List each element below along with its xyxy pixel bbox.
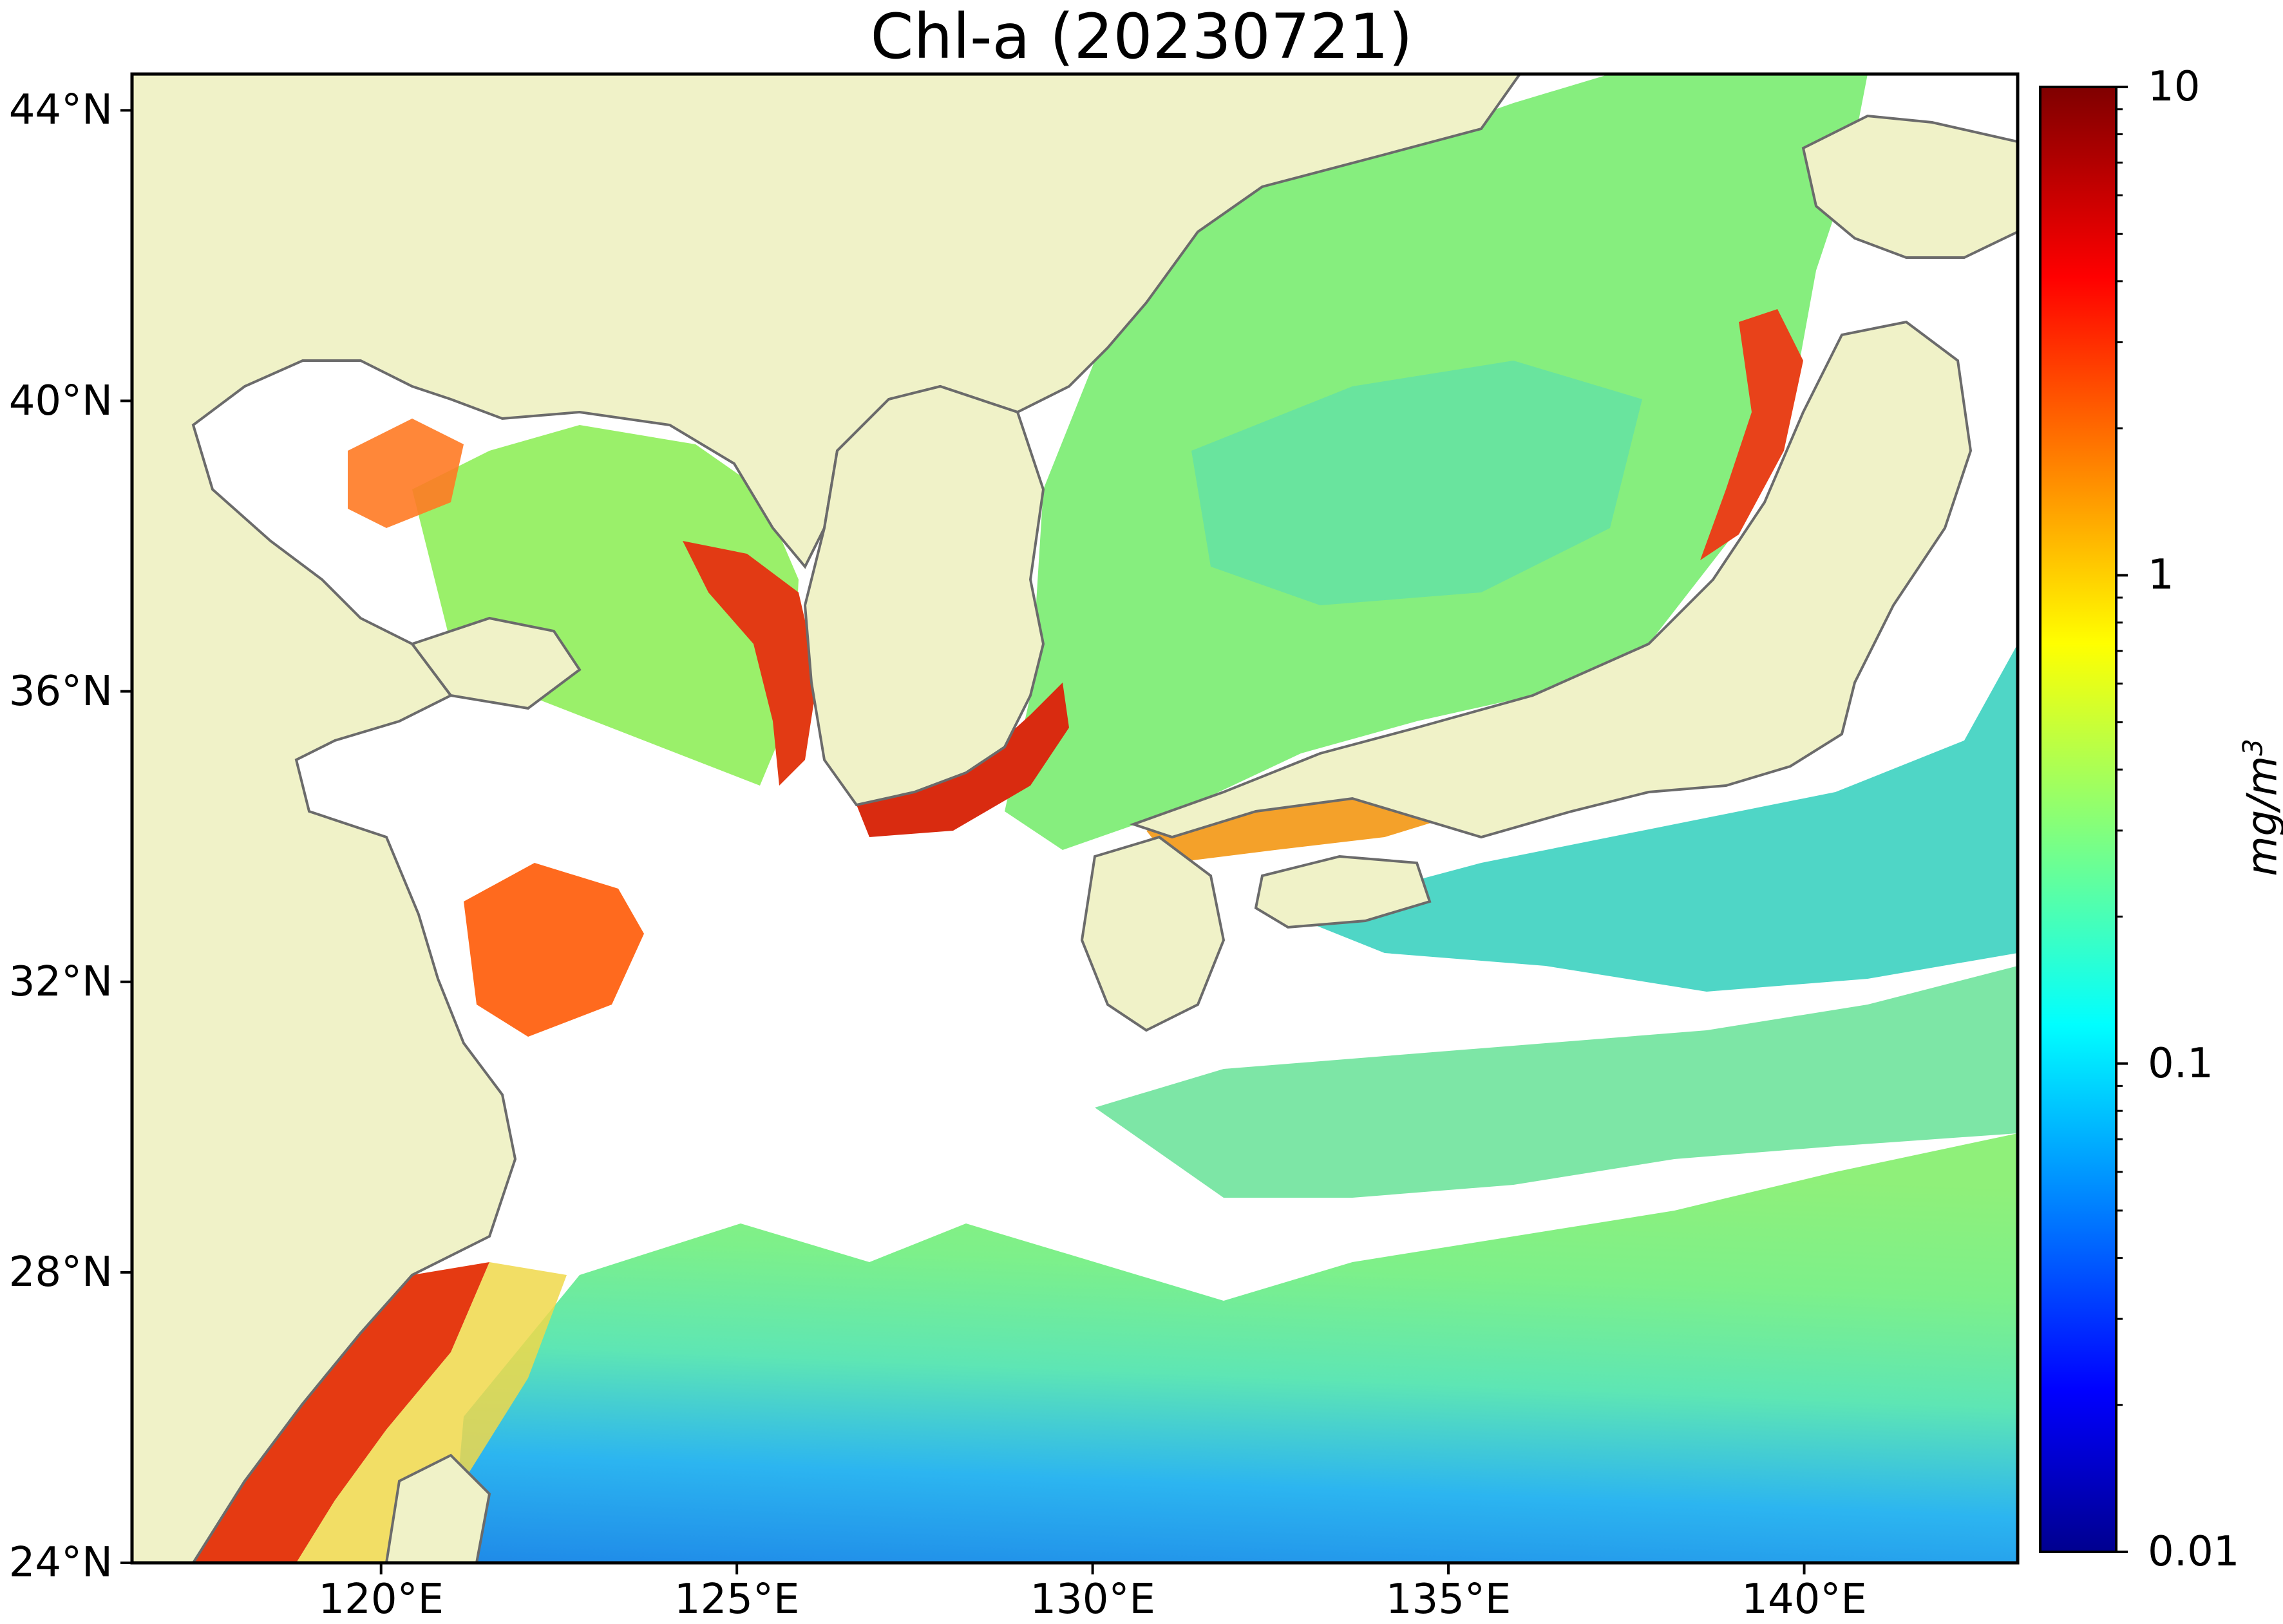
colorbar-unit-label: mg/m3: [2237, 739, 2283, 876]
lat-tick-label: 36°N: [8, 667, 113, 715]
lon-tick-label: 125°E: [674, 1576, 800, 1623]
lon-tick-label: 135°E: [1385, 1576, 1511, 1623]
ocean-chl-china-coast: [193, 1262, 489, 1563]
lat-tick-label: 44°N: [8, 86, 113, 135]
ocean-chl-china-coast-outer: [296, 1262, 567, 1563]
lon-tick-label: 130°E: [1030, 1576, 1155, 1623]
land-kyushu: [1080, 835, 1226, 1032]
ocean-chl-north-pacific: [1288, 644, 2018, 992]
ocean-chl-yellow-sea: [412, 425, 799, 786]
colorbar: [2039, 86, 2117, 1553]
land-shandong: [410, 616, 582, 710]
land-korea: [803, 384, 1045, 807]
land-honshu: [1129, 320, 1973, 839]
lon-tick-label: 140°E: [1741, 1576, 1867, 1623]
colorbar-tick-label: 1: [2148, 551, 2174, 600]
colorbar-tick-label: 0.01: [2148, 1528, 2240, 1576]
ocean-chl-honshu-north: [1700, 309, 1803, 560]
land-hokkaido: [1801, 114, 2018, 259]
land-shikoku: [1254, 854, 1432, 929]
ocean-chl-east-sea-center: [1191, 361, 1642, 605]
colorbar-tick-marks: [2116, 86, 2128, 1553]
ocean-chl-korea-south: [857, 683, 1069, 837]
colorbar-tick-label: 0.1: [2148, 1039, 2213, 1088]
ocean-chl-south: [451, 1133, 2018, 1563]
land-mainland-asia: [132, 74, 1522, 1563]
lat-tick-label: 40°N: [8, 377, 113, 425]
land-taiwan: [384, 1453, 491, 1563]
ocean-chl-mid: [1095, 966, 2018, 1198]
ocean-chl-yangtze-plume: [464, 863, 644, 1037]
lat-tick-label: 28°N: [8, 1248, 113, 1296]
lat-tick-label: 24°N: [8, 1539, 113, 1587]
lon-tick-label: 120°E: [318, 1576, 444, 1623]
map-title: Chl-a (20230721): [870, 1, 1413, 73]
colorbar-tick-label: 10: [2148, 63, 2201, 111]
axis-tick-marks: [120, 109, 1806, 1574]
ocean-chl-korea-west-coast: [683, 541, 818, 786]
ocean-chl-bohai: [348, 419, 464, 528]
map-frame: [130, 72, 2020, 1565]
lat-tick-label: 32°N: [8, 958, 113, 1006]
land: [132, 74, 2018, 1563]
